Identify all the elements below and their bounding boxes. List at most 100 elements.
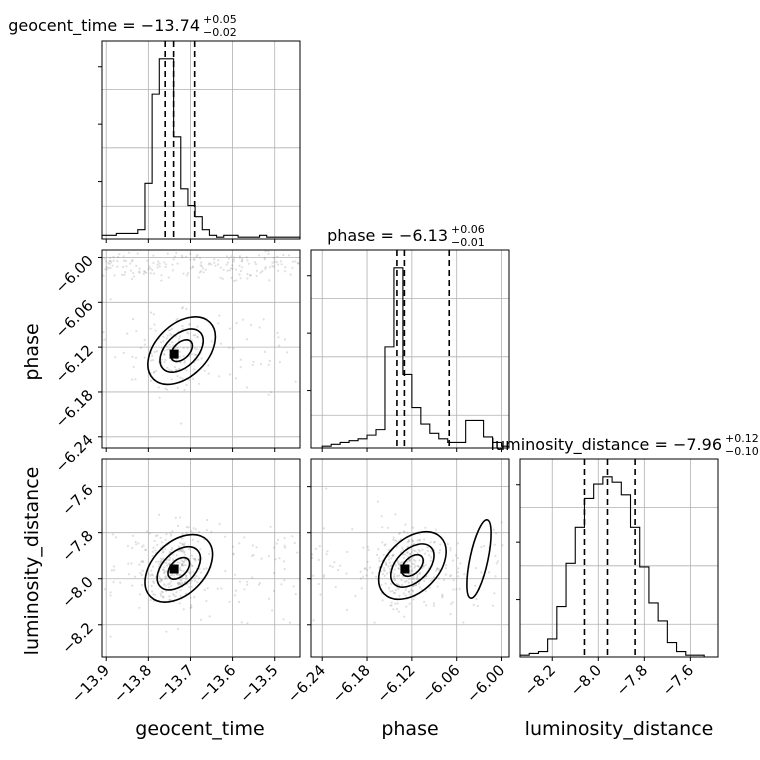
scatter-point	[234, 268, 238, 271]
scatter-point	[272, 589, 275, 593]
scatter-point	[213, 258, 216, 261]
scatter-point	[162, 583, 166, 586]
scatter-point	[171, 263, 174, 266]
scatter-point	[170, 534, 173, 537]
scatter-point	[414, 560, 417, 563]
scatter-point	[158, 563, 161, 566]
scatter-point	[168, 595, 171, 598]
scatter-point	[218, 375, 221, 378]
scatter-point	[173, 574, 176, 577]
scatter-point	[407, 590, 410, 594]
scatter-point	[208, 552, 211, 555]
scatter-point	[181, 550, 184, 553]
scatter-point	[413, 563, 416, 566]
scatter-point	[169, 328, 172, 332]
scatter-point	[170, 574, 174, 577]
scatter-point	[438, 551, 441, 554]
scatter-point	[170, 327, 173, 330]
scatter-point	[181, 577, 184, 580]
scatter-point	[160, 341, 163, 344]
scatter-point	[151, 590, 154, 593]
scatter-point	[404, 553, 407, 556]
scatter-point	[196, 254, 199, 257]
scatter-point	[388, 561, 391, 564]
scatter-point	[426, 549, 429, 553]
scatter-point	[397, 561, 400, 564]
scatter-point	[197, 276, 200, 279]
scatter-point	[239, 269, 242, 273]
scatter-point	[450, 602, 453, 606]
scatter-point	[245, 338, 249, 341]
scatter-point	[199, 618, 203, 621]
xtick-label-0: −8.2	[521, 661, 559, 699]
scatter-point	[163, 361, 166, 364]
scatter-point	[411, 526, 415, 529]
scatter-point	[219, 276, 222, 279]
scatter-point	[139, 346, 142, 349]
panel-luminosity-distance-vs-phase: −6.24 −6.18 −6.12 −6.06 −6.00	[284, 458, 510, 706]
scatter-point	[193, 576, 196, 580]
scatter-point	[233, 279, 236, 283]
scatter-point	[287, 254, 290, 257]
scatter-point	[135, 543, 138, 546]
scatter-point	[251, 576, 254, 579]
scatter-point	[183, 542, 186, 545]
scatter-point	[152, 565, 155, 568]
scatter-point	[181, 542, 184, 546]
scatter-point	[457, 575, 460, 578]
scatter-point	[412, 549, 415, 552]
scatter-point	[410, 588, 413, 592]
scatter-point	[188, 378, 191, 381]
scatter-point	[178, 581, 182, 584]
scatter-point	[409, 560, 412, 563]
scatter-point	[132, 317, 135, 321]
scatter-point	[181, 563, 184, 566]
scatter-point	[334, 585, 337, 589]
scatter-point	[238, 600, 241, 604]
scatter-point	[190, 530, 193, 533]
scatter-point	[387, 526, 390, 529]
scatter-point	[374, 575, 378, 578]
scatter-point	[317, 558, 320, 562]
ytick-label-2: −7.8	[58, 527, 96, 565]
xtick-label-2: −7.8	[613, 661, 651, 699]
scatter-point	[179, 573, 182, 576]
scatter-point	[143, 270, 147, 274]
scatter-point	[243, 588, 246, 591]
scatter-point	[260, 557, 263, 560]
scatter-point	[166, 348, 169, 351]
scatter-point	[158, 513, 161, 516]
scatter-point	[394, 564, 398, 567]
scatter-point	[254, 263, 258, 266]
scatter-point	[181, 581, 184, 585]
scatter-point	[393, 573, 396, 576]
scatter-point	[416, 564, 419, 568]
scatter-point	[365, 574, 368, 577]
scatter-point	[205, 529, 209, 532]
scatter-point	[153, 323, 156, 326]
scatter-point	[220, 587, 223, 590]
scatter-point	[185, 574, 188, 577]
scatter-point	[196, 581, 199, 584]
scatter-point	[449, 549, 452, 552]
scatter-point	[233, 256, 236, 259]
scatter-point	[444, 567, 447, 570]
scatter-point	[165, 577, 168, 580]
scatter-point	[149, 327, 152, 330]
scatter-point	[181, 564, 184, 567]
scatter-points	[103, 513, 299, 638]
scatter-point	[154, 549, 157, 552]
scatter-point	[408, 590, 411, 593]
scatter-point	[179, 542, 182, 545]
scatter-point	[414, 550, 417, 553]
scatter-point	[164, 577, 167, 580]
scatter-point	[242, 318, 245, 321]
scatter-point	[172, 553, 175, 556]
scatter-point	[263, 256, 266, 260]
scatter-point	[127, 573, 130, 576]
scatter-point	[153, 350, 157, 354]
scatter-point	[182, 272, 185, 275]
scatter-point	[199, 270, 203, 273]
scatter-point	[144, 548, 147, 552]
scatter-point	[403, 615, 406, 618]
